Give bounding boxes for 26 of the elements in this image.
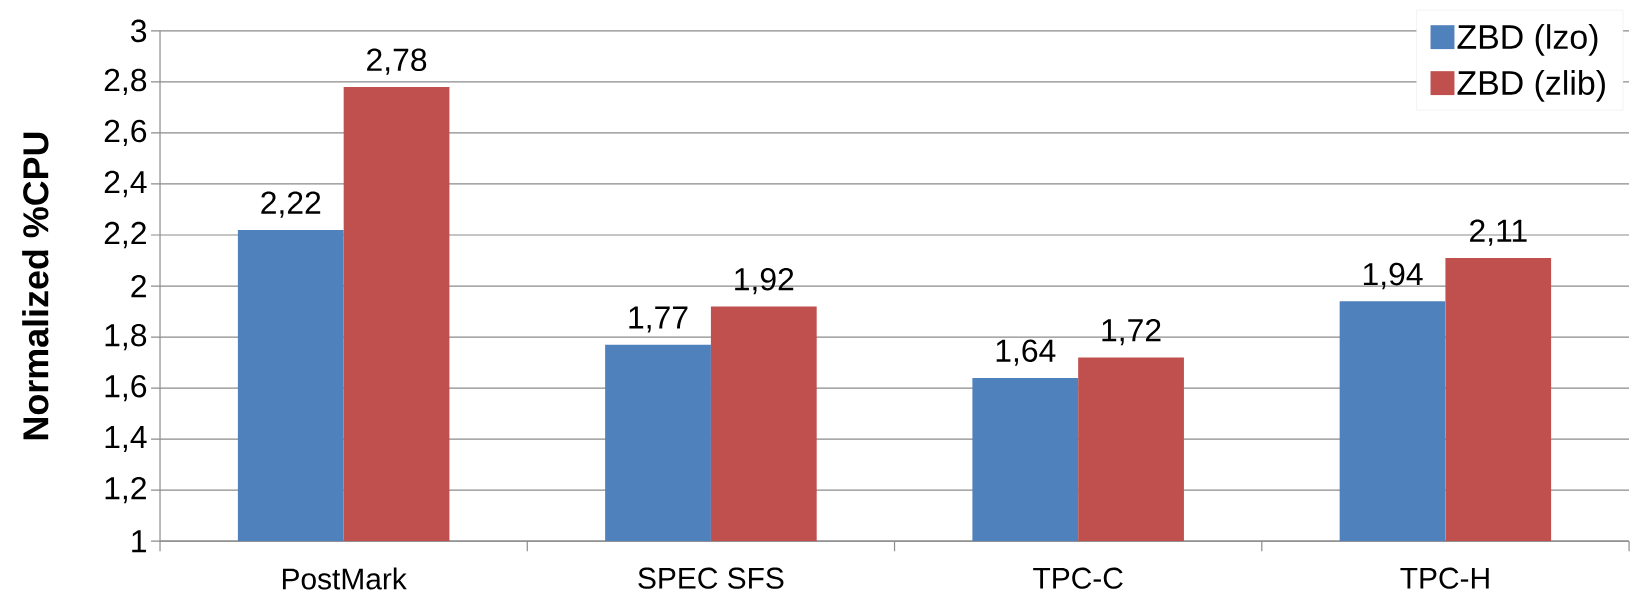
- y-tick-label: 1,8: [105, 323, 147, 351]
- y-axis-title: Normalized %CPU: [22, 132, 49, 440]
- y-tick-label: 1,4: [105, 426, 147, 453]
- y-tick-label: 1,6: [105, 374, 147, 402]
- x-tick-label: TPC-H: [1400, 567, 1489, 589]
- data-label: 2,11: [1470, 219, 1527, 246]
- y-tick-label: 2,2: [104, 221, 146, 249]
- y-tick-label: 2: [131, 274, 146, 298]
- data-label: 1,77: [629, 306, 688, 333]
- legend-label: ZBD (zlib): [1457, 70, 1605, 102]
- y-tick-label: 1: [132, 530, 146, 553]
- data-label: 2,78: [367, 48, 427, 75]
- data-label: 2,22: [261, 191, 321, 218]
- data-label: 1,64: [996, 339, 1056, 366]
- y-tick-label: 2,6: [104, 119, 147, 147]
- y-tick-label: 2,4: [104, 170, 147, 198]
- y-tick-label: 3: [131, 19, 147, 43]
- y-tick-label: 1,2: [105, 477, 146, 504]
- data-label: 1,94: [1363, 262, 1423, 290]
- x-tick-label: SPEC SFS: [638, 567, 784, 589]
- x-tick-label: TPC-C: [1033, 567, 1123, 589]
- legend-label: ZBD (lzo): [1457, 24, 1598, 56]
- y-tick-label: 2,8: [104, 68, 147, 96]
- data-label: 1,72: [1102, 319, 1161, 346]
- data-label: 1,92: [735, 267, 794, 295]
- x-tick-label: PostMark: [282, 567, 407, 590]
